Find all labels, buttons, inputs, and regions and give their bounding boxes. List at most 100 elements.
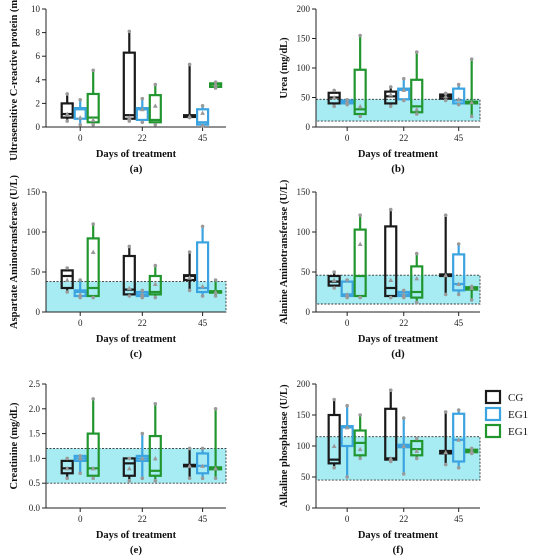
x-axis-title: Days of treatment bbox=[96, 149, 177, 160]
y-tick-label: 150 bbox=[297, 34, 311, 44]
max-point bbox=[91, 68, 95, 73]
min-point bbox=[213, 476, 218, 481]
box-iqr bbox=[384, 90, 398, 105]
box-cg-day-0 bbox=[60, 92, 74, 123]
y-tick-label: 50 bbox=[31, 267, 41, 277]
legend-label-cg: CG bbox=[508, 392, 523, 404]
box-eg1-day-22 bbox=[397, 76, 411, 103]
box-cg-day-45 bbox=[439, 410, 453, 467]
box-eg1-day-0 bbox=[340, 403, 354, 479]
max-point bbox=[127, 29, 132, 34]
box-iqr bbox=[452, 253, 466, 292]
mean-marker bbox=[469, 285, 475, 290]
chart-panel-b: 0 50 100 150 200 0 22 45 Days of treatment Urea (… bbox=[279, 4, 481, 175]
legend: CG EG1 EG1 bbox=[484, 389, 528, 439]
box-iqr bbox=[353, 68, 367, 116]
y-axis-title: Urea (mg/dL) bbox=[279, 37, 290, 99]
box-eg2-day-22 bbox=[148, 263, 162, 300]
min-point bbox=[358, 456, 362, 461]
panel-letter: (e) bbox=[130, 544, 143, 556]
box-iqr bbox=[60, 269, 74, 290]
box-iqr bbox=[60, 102, 74, 119]
x-tick-label: 0 bbox=[78, 514, 83, 524]
box-cg-day-22 bbox=[384, 85, 398, 109]
min-point bbox=[153, 478, 158, 483]
box-eg2-day-22 bbox=[410, 50, 424, 116]
y-tick-label: 100 bbox=[27, 227, 41, 237]
mean-marker bbox=[152, 456, 158, 461]
min-point bbox=[140, 120, 145, 125]
box-eg1-day-22 bbox=[397, 416, 411, 476]
box-cg-day-0 bbox=[327, 397, 341, 470]
max-point bbox=[358, 413, 362, 417]
mean-marker bbox=[213, 465, 218, 471]
mean-marker bbox=[443, 93, 449, 99]
box-iqr bbox=[196, 241, 210, 294]
box-eg1-day-45 bbox=[452, 82, 466, 107]
box-cg-day-22 bbox=[122, 29, 136, 123]
mean-marker bbox=[187, 275, 192, 280]
box-eg2-day-45 bbox=[209, 80, 223, 90]
max-point bbox=[78, 98, 82, 102]
max-point bbox=[388, 207, 393, 212]
box-cg-day-45 bbox=[183, 62, 197, 120]
mean-marker bbox=[200, 110, 205, 115]
min-point bbox=[456, 102, 461, 107]
min-point bbox=[443, 98, 448, 103]
box-eg1-day-22 bbox=[135, 96, 149, 125]
x-tick-label: 45 bbox=[454, 514, 464, 524]
y-tick-label: 0.5 bbox=[29, 478, 41, 488]
min-point bbox=[456, 292, 461, 297]
box-eg1-day-0 bbox=[73, 278, 87, 300]
max-point bbox=[213, 407, 218, 411]
chart-panel-e: 0.0 0.5 1.0 1.5 2.0 2.5 0 22 45 Days of treatment… bbox=[9, 379, 227, 556]
box-eg2-day-0 bbox=[86, 397, 100, 481]
max-point bbox=[443, 91, 448, 96]
mean-marker bbox=[357, 103, 363, 109]
min-point bbox=[469, 298, 474, 302]
mean-marker bbox=[126, 285, 132, 290]
box-cg-day-0 bbox=[60, 266, 74, 294]
max-point bbox=[187, 250, 192, 254]
mean-marker bbox=[77, 456, 83, 461]
mean-marker bbox=[344, 292, 350, 297]
max-point bbox=[345, 278, 349, 282]
mean-marker bbox=[139, 456, 145, 461]
min-point bbox=[91, 295, 95, 300]
mean-marker bbox=[77, 292, 83, 297]
max-point bbox=[332, 88, 336, 93]
box-cg-day-0 bbox=[60, 456, 74, 481]
y-tick-label: 0 bbox=[36, 122, 41, 132]
mean-marker bbox=[443, 449, 449, 455]
y-tick-label: 0.0 bbox=[29, 503, 41, 513]
box-eg1-day-22 bbox=[397, 288, 411, 300]
max-point bbox=[414, 50, 419, 54]
box-iqr bbox=[148, 94, 162, 124]
mean-marker bbox=[152, 281, 158, 286]
mean-marker bbox=[456, 437, 462, 442]
max-point bbox=[78, 278, 82, 282]
y-axis-title: Alanine Aminotransferase (U/L) bbox=[279, 179, 290, 324]
max-point bbox=[187, 62, 192, 67]
min-point bbox=[187, 288, 192, 293]
max-point bbox=[140, 288, 145, 293]
panel-letter: (d) bbox=[391, 348, 405, 360]
y-tick-label: 150 bbox=[297, 410, 311, 420]
mean-marker bbox=[200, 284, 205, 289]
mean-marker bbox=[213, 82, 218, 87]
x-tick-label: 0 bbox=[78, 133, 83, 143]
min-point bbox=[401, 472, 406, 476]
box-eg2-day-0 bbox=[353, 213, 367, 300]
legend-swatch-eg2 bbox=[484, 423, 502, 439]
max-point bbox=[388, 388, 393, 393]
x-tick-label: 22 bbox=[399, 133, 408, 143]
mean-marker bbox=[469, 99, 475, 105]
y-axis-title: Aspartate Aminotransferase (U/L) bbox=[9, 175, 20, 329]
box-eg2-day-0 bbox=[86, 68, 100, 127]
y-tick-label: 50 bbox=[301, 93, 311, 103]
min-point bbox=[140, 295, 145, 300]
mean-marker bbox=[64, 277, 70, 282]
max-point bbox=[469, 446, 474, 451]
box-eg2-day-0 bbox=[353, 413, 367, 461]
min-point bbox=[153, 295, 158, 300]
